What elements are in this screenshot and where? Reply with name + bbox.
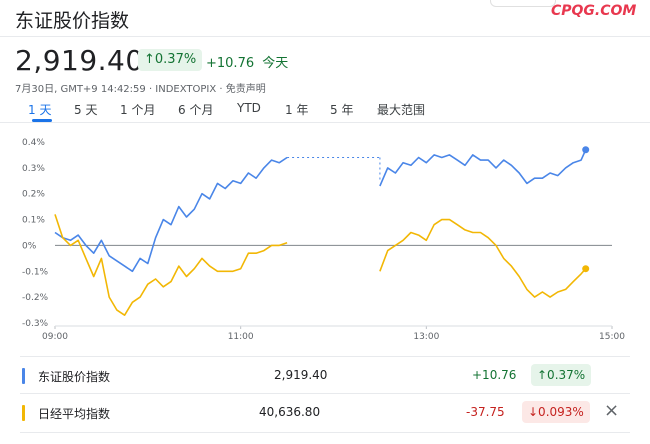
tab-max[interactable]: 最大范围	[377, 103, 426, 117]
divider	[20, 393, 630, 394]
y-tick-label: -0.3%	[22, 319, 49, 329]
x-tick-label: 13:00	[413, 332, 439, 342]
tab-1d[interactable]: 1 天	[28, 103, 52, 117]
x-tick-label: 15:00	[599, 332, 625, 342]
series-color-bar	[22, 368, 25, 384]
series-line-morning	[54, 214, 288, 316]
tab-1y[interactable]: 1 年	[285, 103, 309, 117]
page-title: 东证股价指数	[15, 10, 130, 32]
legend-row-topix[interactable]: 东证股价指数 2,919.40 +10.76 ↑0.37%	[0, 360, 650, 392]
tab-6m[interactable]: 6 个月	[178, 103, 214, 117]
current-price: 2,919.40	[15, 44, 144, 77]
watermark-logo: CPQG.COM	[551, 3, 637, 19]
change-percent-badge: ↑0.37%	[138, 49, 203, 71]
close-icon[interactable]: ×	[604, 400, 620, 421]
divider	[20, 356, 630, 357]
legend-row-nikkei[interactable]: 日经平均指数 40,636.80 -37.75 ↓0.093% ×	[0, 397, 650, 429]
row-name: 东证股价指数	[38, 370, 111, 384]
row-price: 40,636.80	[259, 405, 321, 419]
series-end-marker	[582, 265, 590, 273]
y-tick-label: 0.4%	[22, 138, 45, 148]
row-change: +10.76	[472, 368, 517, 382]
active-tab-indicator	[32, 119, 52, 122]
tab-1m[interactable]: 1 个月	[120, 103, 156, 117]
row-change-percent-badge: ↑0.37%	[531, 364, 592, 386]
x-tick-label: 11:00	[228, 332, 254, 342]
tabs-divider	[0, 122, 650, 123]
x-tick-label: 09:00	[42, 332, 68, 342]
row-name: 日经平均指数	[38, 407, 111, 421]
tab-5d[interactable]: 5 天	[74, 103, 98, 117]
change-period: 今天	[262, 56, 289, 71]
series-color-bar	[22, 405, 25, 421]
row-price: 2,919.40	[274, 368, 328, 382]
change-value: +10.76	[206, 56, 255, 71]
tab-ytd[interactable]: YTD	[237, 101, 261, 115]
tab-5y[interactable]: 5 年	[330, 103, 354, 117]
divider	[20, 432, 630, 433]
y-tick-label: 0.1%	[22, 216, 45, 226]
row-change-percent-badge: ↓0.093%	[522, 401, 590, 423]
change-absolute: +10.76 今天	[206, 52, 288, 71]
y-tick-label: -0.2%	[22, 293, 49, 303]
series-line-afternoon	[379, 149, 587, 187]
y-tick-label: 0.2%	[22, 190, 45, 200]
y-tick-label: -0.1%	[22, 267, 49, 277]
series-line-morning	[54, 156, 288, 273]
row-change: -37.75	[466, 405, 505, 419]
series-line-afternoon	[379, 218, 587, 298]
series-end-marker	[582, 146, 590, 154]
y-tick-label: 0.3%	[22, 164, 45, 174]
quote-meta: 7月30日, GMT+9 14:42:59 · INDEXTOPIX · 免责声…	[15, 84, 266, 95]
top-card-edge	[490, 0, 556, 7]
divider	[0, 36, 650, 37]
y-tick-label: 0%	[22, 241, 37, 251]
price-chart[interactable]: 0.4% 0.3% 0.2% 0.1% 0% -0.1% -0.2% -0.3% 09:00 11…	[0, 125, 650, 347]
